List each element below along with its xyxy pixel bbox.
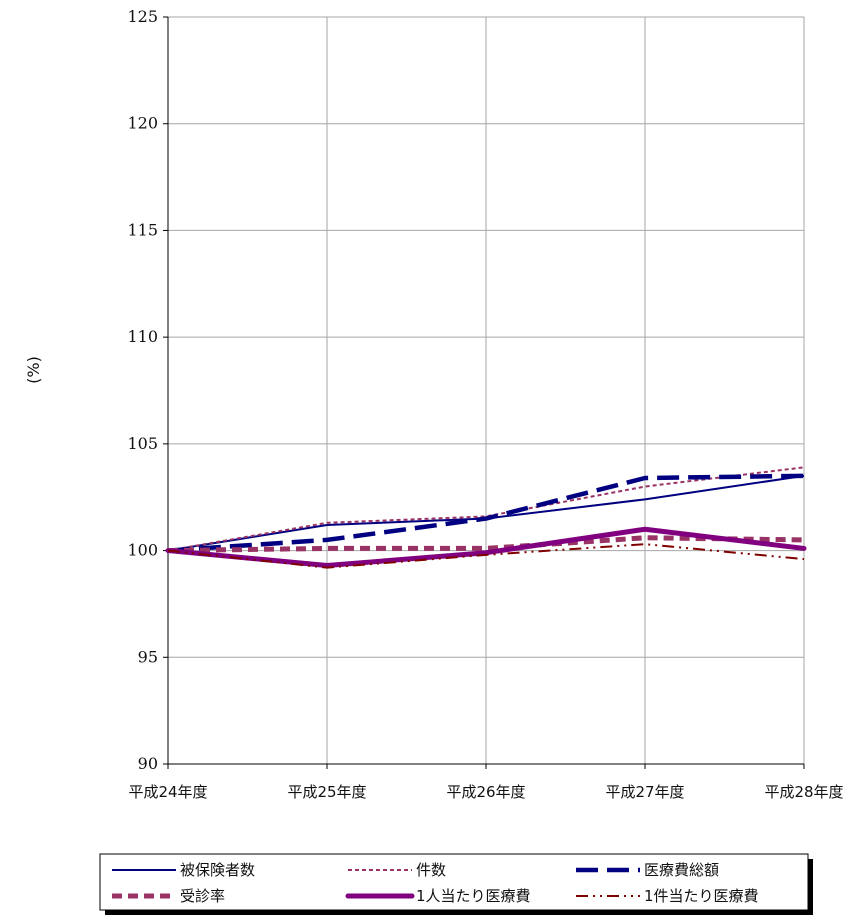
y-tick-label: 120	[127, 114, 158, 133]
series-line-4	[167, 535, 805, 554]
x-tick-label: 平成26年度	[446, 783, 525, 801]
x-tick-label: 平成28年度	[764, 783, 843, 801]
x-tick-label: 平成25年度	[287, 783, 366, 801]
x-tick-label: 平成24年度	[128, 783, 207, 801]
y-tick-label: 95	[138, 647, 158, 666]
series-line-5	[165, 526, 807, 569]
legend-label-3: 医療費総額	[644, 861, 719, 879]
y-tick-label: 100	[127, 541, 158, 560]
x-tick-label: 平成27年度	[605, 783, 684, 801]
y-tick-label: 115	[127, 220, 158, 239]
legend-label-2: 件数	[416, 861, 446, 879]
legend-label-6: 1件当たり医療費	[644, 887, 759, 905]
legend-box	[99, 853, 809, 911]
legend-label-1: 被保険者数	[180, 861, 255, 879]
gridlines	[168, 16, 805, 765]
y-tick-label: 110	[127, 327, 158, 346]
legend-label-5: 1人当たり医療費	[416, 887, 531, 905]
series-line-3	[167, 473, 805, 553]
legend-label-4: 受診率	[180, 887, 225, 905]
y-tick-label: 90	[138, 754, 158, 773]
series-line-2	[167, 466, 805, 552]
y-tick-label: 125	[127, 7, 158, 26]
series-line-6	[167, 543, 805, 569]
y-tick-label: 105	[127, 434, 158, 453]
